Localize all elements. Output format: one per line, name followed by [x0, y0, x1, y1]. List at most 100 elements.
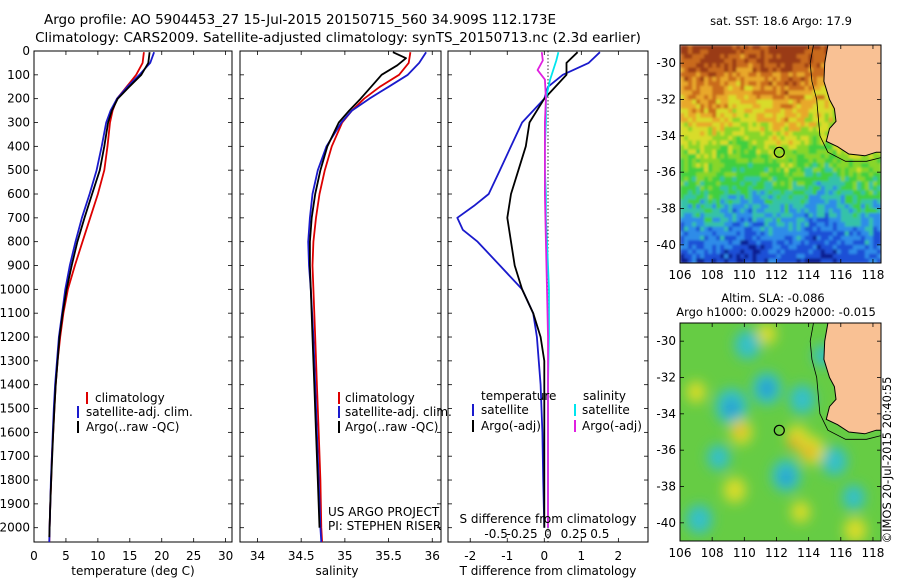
sst-cell	[812, 204, 818, 210]
sst-cell	[808, 135, 814, 141]
sst-cell	[844, 231, 850, 237]
sst-cell	[868, 231, 874, 237]
sst-cell	[848, 163, 854, 169]
sst-cell	[796, 217, 802, 223]
sst-cell	[792, 154, 798, 160]
sst-cell	[680, 235, 685, 241]
sst-cell	[796, 108, 802, 114]
sst-cell	[764, 158, 769, 164]
sst-cell	[732, 163, 737, 169]
sst-cell	[744, 258, 749, 263]
sst-cell	[712, 217, 717, 223]
sst-cell	[712, 181, 717, 187]
sst-cell	[724, 45, 729, 51]
y-tick-label: 1200	[0, 330, 30, 344]
sst-cell	[760, 54, 765, 60]
sst-cell	[812, 185, 818, 191]
sst-cell	[768, 199, 773, 205]
sst-cell	[696, 117, 701, 123]
sst-cell	[788, 54, 794, 60]
sst-cell	[852, 235, 858, 241]
sst-cell	[732, 108, 737, 114]
sst-cell	[724, 67, 729, 73]
sst-cell	[776, 58, 782, 64]
sst-cell	[788, 49, 794, 55]
sst-cell	[684, 208, 689, 214]
sst-cell	[800, 208, 806, 214]
sst-cell	[680, 154, 685, 160]
sst-cell	[692, 54, 697, 60]
sst-cell	[732, 231, 737, 237]
sst-cell	[864, 249, 870, 255]
sst-cell	[877, 163, 881, 169]
sst-cell	[784, 208, 790, 214]
sst-cell	[756, 258, 761, 263]
sst-cell	[720, 135, 725, 141]
sst-cell	[832, 190, 838, 196]
sst-cell	[864, 190, 870, 196]
sst-cell	[732, 181, 737, 187]
s-tick-label: -0.5	[484, 527, 507, 541]
sst-cell	[796, 81, 802, 87]
sst-cell	[764, 76, 769, 82]
sla-anomaly	[844, 517, 867, 541]
sst-cell	[784, 199, 790, 205]
sst-cell	[724, 172, 729, 178]
sst-cell	[796, 231, 802, 237]
sst-cell	[756, 231, 761, 237]
sst-cell	[688, 172, 693, 178]
sst-cell	[816, 140, 822, 146]
sst-cell	[736, 163, 741, 169]
sst-cell	[748, 222, 753, 228]
sst-cell	[736, 204, 741, 210]
sst-cell	[780, 90, 786, 96]
sst-cell	[708, 167, 713, 173]
sst-cell	[812, 253, 818, 259]
sst-cell	[756, 181, 761, 187]
difference-legend: temperature satellite Argo(-adj) salinit…	[472, 389, 642, 433]
sst-cell	[756, 226, 761, 232]
sst-cell	[848, 185, 854, 191]
sst-cell	[816, 149, 822, 155]
sst-cell	[768, 49, 773, 55]
sst-cell	[736, 226, 741, 232]
sst-cell	[868, 172, 874, 178]
sst-cell	[744, 72, 749, 78]
sst-cell	[752, 213, 757, 219]
sst-cell	[860, 176, 866, 182]
sst-cell	[684, 204, 689, 210]
sst-cell	[764, 49, 769, 55]
sst-cell	[680, 240, 685, 246]
sst-cell	[796, 253, 802, 259]
sst-cell	[840, 226, 846, 232]
sst-cell	[740, 113, 745, 119]
sst-cell	[800, 45, 806, 51]
sst-cell	[736, 190, 741, 196]
sst-cell	[688, 235, 693, 241]
y-tick-label: 700	[7, 211, 30, 225]
y-tick-label: 1400	[0, 378, 30, 392]
sst-cell	[684, 240, 689, 246]
sst-cell	[772, 172, 778, 178]
sst-cell	[808, 244, 814, 250]
sst-cell	[873, 190, 878, 196]
sst-cell	[772, 199, 778, 205]
sst-cell	[804, 235, 810, 241]
sst-cell	[704, 108, 709, 114]
sst-cell	[712, 58, 717, 64]
sst-cell	[712, 172, 717, 178]
sst-cell	[760, 144, 765, 150]
sst-cell	[712, 144, 717, 150]
sst-cell	[772, 167, 778, 173]
sst-cell	[852, 244, 858, 250]
sst-cell	[780, 126, 786, 132]
sst-cell	[796, 167, 802, 173]
sst-cell	[708, 231, 713, 237]
sst-cell	[692, 117, 697, 123]
sst-cell	[816, 231, 822, 237]
sst-cell	[780, 104, 786, 110]
sst-argo-position-marker	[773, 146, 785, 158]
sst-cell	[820, 85, 826, 91]
sst-cell	[792, 172, 798, 178]
sst-cell	[768, 190, 773, 196]
